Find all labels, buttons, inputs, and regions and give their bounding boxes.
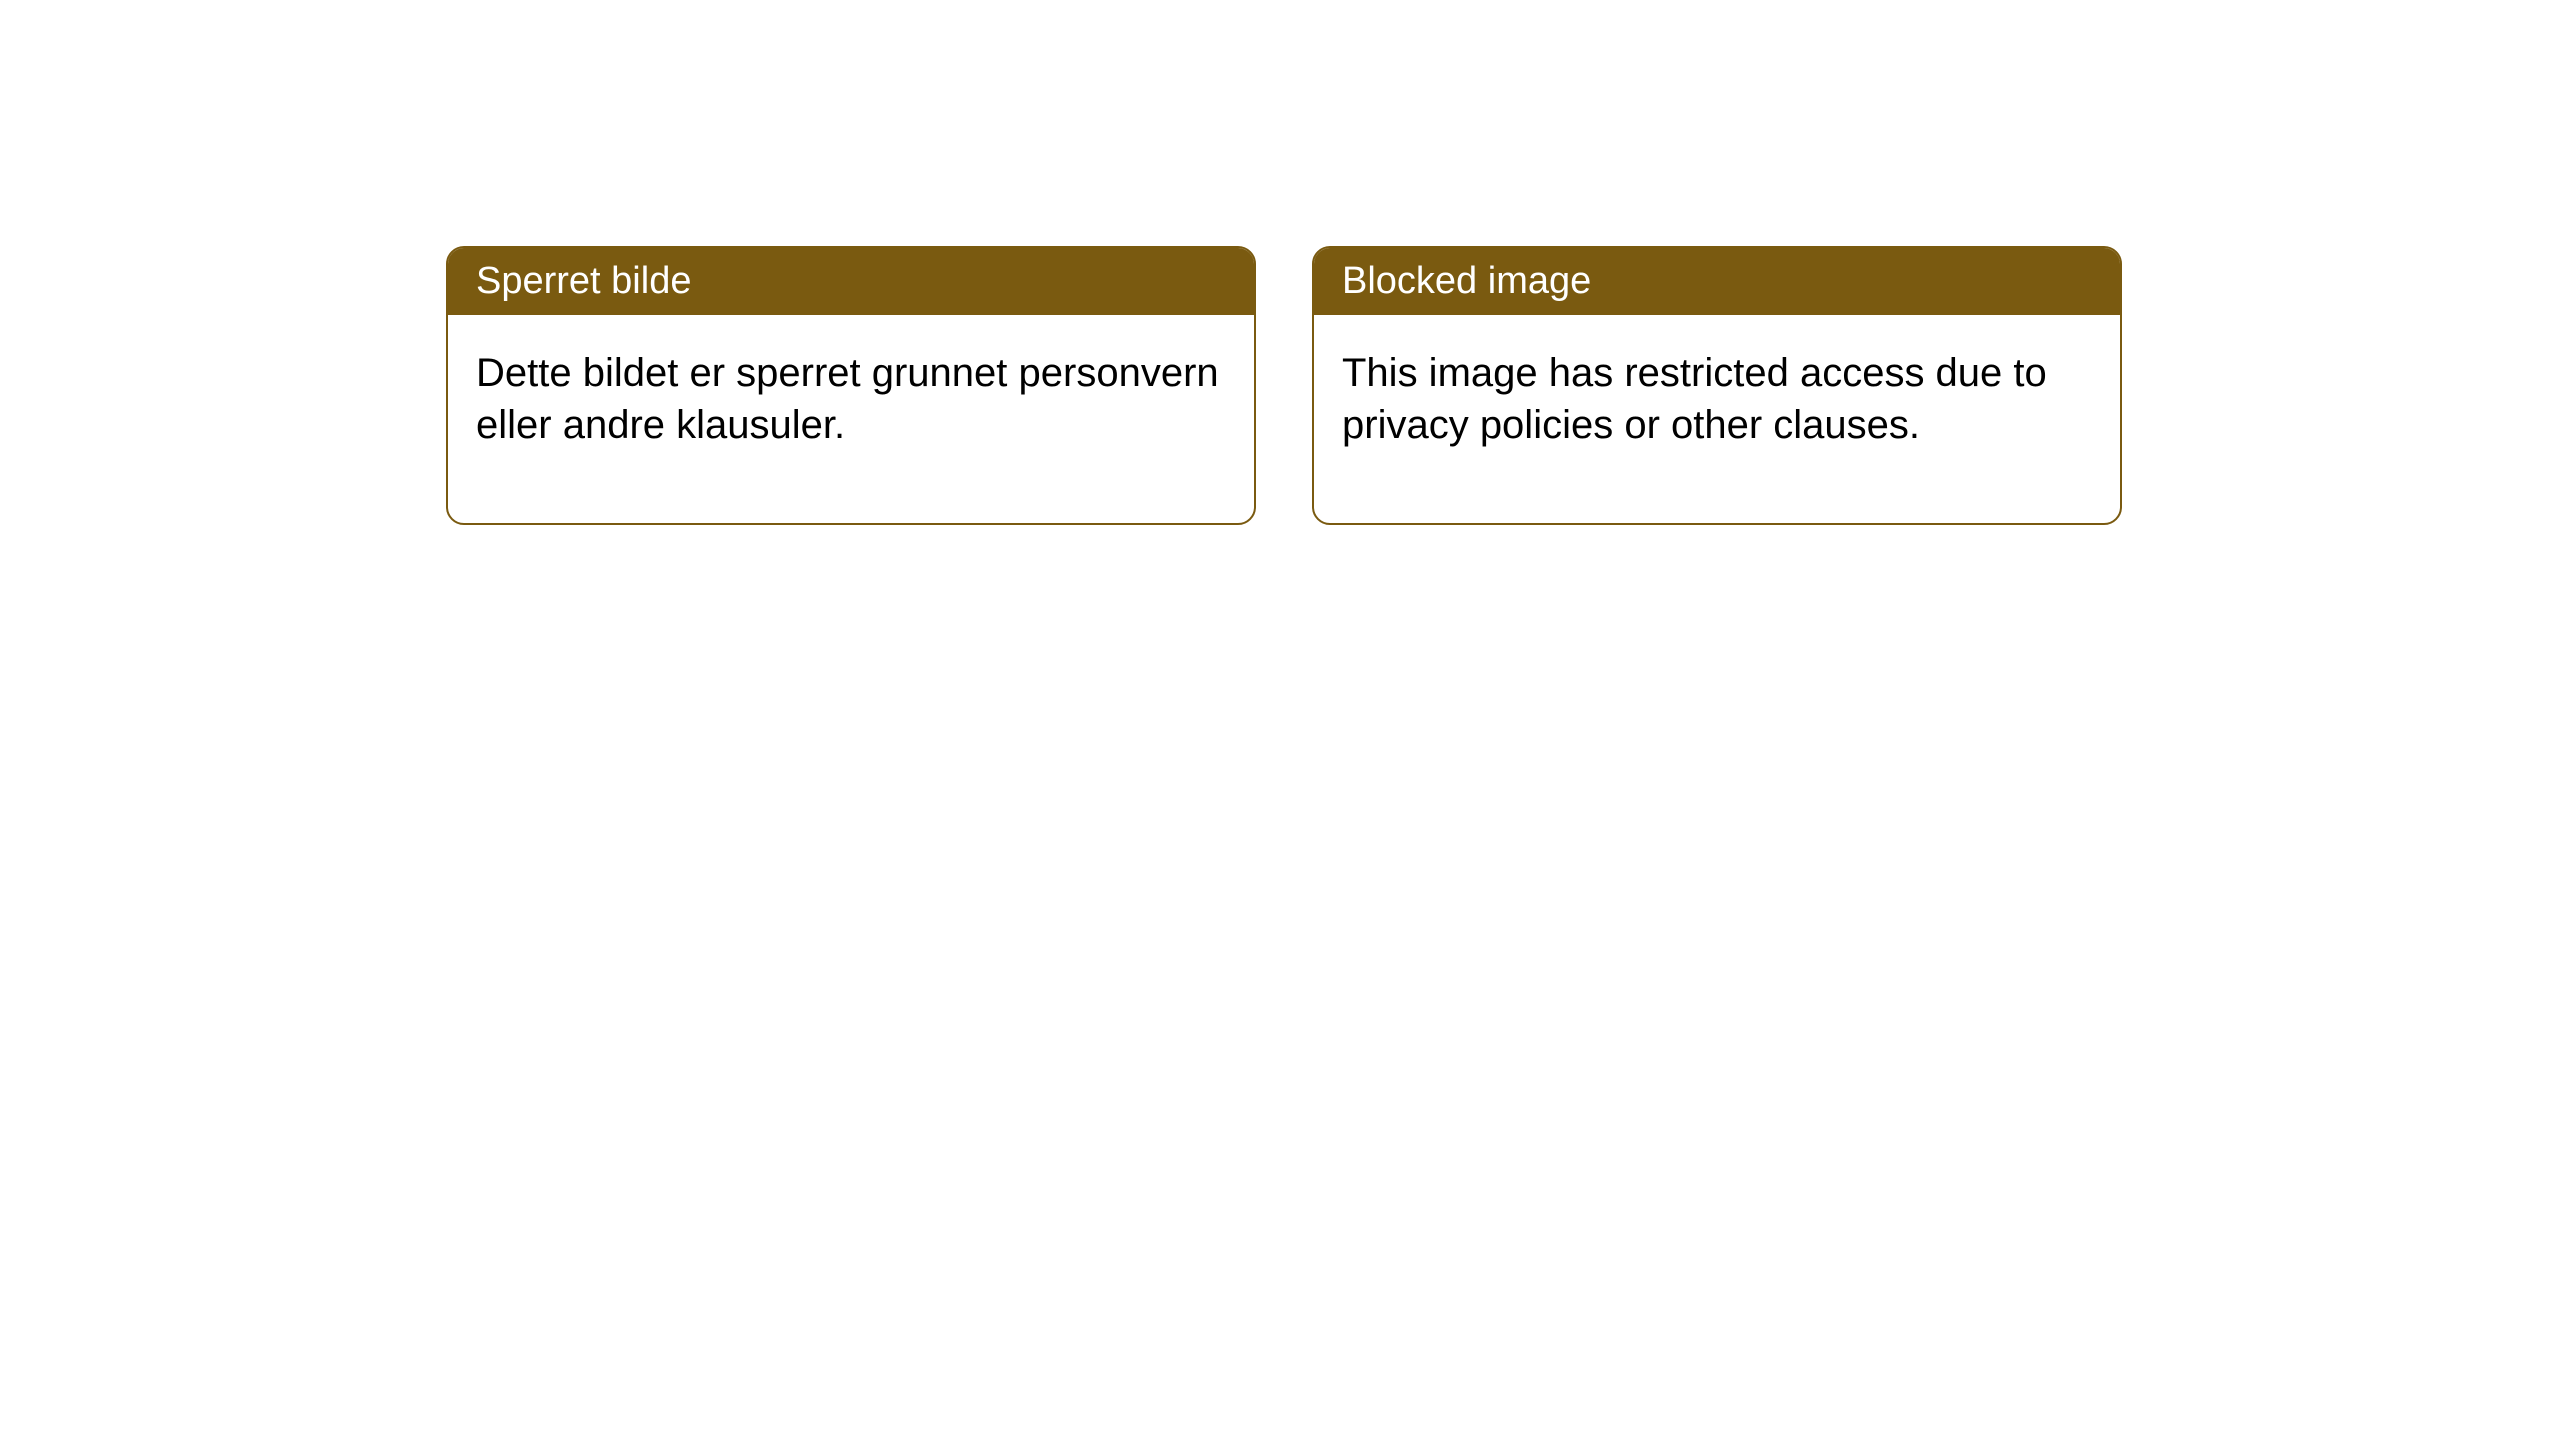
notice-header: Sperret bilde	[448, 248, 1254, 315]
notice-header: Blocked image	[1314, 248, 2120, 315]
notice-body: This image has restricted access due to …	[1314, 315, 2120, 523]
notice-body: Dette bildet er sperret grunnet personve…	[448, 315, 1254, 523]
notice-container: Sperret bilde Dette bildet er sperret gr…	[0, 0, 2560, 525]
notice-card-norwegian: Sperret bilde Dette bildet er sperret gr…	[446, 246, 1256, 525]
notice-card-english: Blocked image This image has restricted …	[1312, 246, 2122, 525]
